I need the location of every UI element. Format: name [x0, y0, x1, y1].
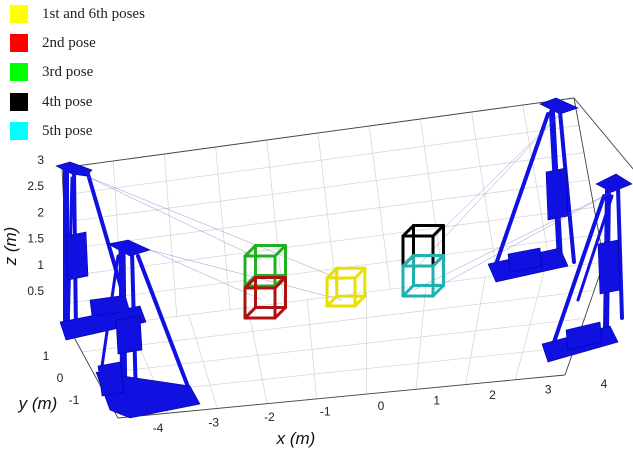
y-tick-label: 1: [43, 349, 50, 363]
z-tick-label: 2: [37, 205, 44, 219]
z-tick-label: 2.5: [27, 179, 44, 193]
x-tick-label: 2: [489, 388, 496, 402]
legend-label: 3rd pose: [42, 64, 93, 81]
z-tick-label: 1: [37, 258, 44, 272]
tower-motor: [598, 240, 620, 294]
legend-item-pose-2: 2nd pose: [10, 33, 96, 53]
legend-label: 1st and 6th poses: [42, 6, 145, 23]
legend-item-pose-4: 4th pose: [10, 92, 92, 112]
tower-motor: [546, 168, 568, 220]
z-axis-label: z (m): [1, 227, 20, 267]
legend-swatch: [10, 63, 28, 81]
legend-item-pose-5: 5th pose: [10, 121, 92, 141]
x-tick-labels: -4 -3 -2 -1 0 1 2 3 4: [153, 377, 608, 435]
x-tick-label: -2: [264, 410, 275, 424]
legend-label: 5th pose: [42, 123, 92, 140]
tower-top: [596, 174, 632, 192]
tower-motor: [116, 316, 142, 354]
x-tick-label: -1: [320, 405, 331, 419]
legend-item-pose-3: 3rd pose: [10, 62, 93, 82]
z-tick-label: 3: [37, 153, 44, 167]
grid-line: [94, 319, 585, 375]
x-tick-label: 3: [545, 383, 552, 397]
z-tick-label: 1.5: [27, 232, 44, 246]
x-tick-label: 0: [378, 399, 385, 413]
tower-motor: [66, 232, 88, 280]
legend-label: 2nd pose: [42, 35, 96, 52]
y-axis-label: y (m): [18, 394, 58, 413]
legend-label: 4th pose: [42, 94, 92, 111]
legend-swatch: [10, 122, 28, 140]
legend-swatch: [10, 93, 28, 111]
y-tick-label: -1: [69, 393, 80, 407]
y-tick-label: 0: [57, 371, 64, 385]
tower-motor: [98, 362, 124, 396]
z-tick-label: 0.5: [27, 284, 44, 298]
x-tick-label: 1: [433, 394, 440, 408]
x-axis-label: x (m): [276, 429, 316, 448]
legend-swatch: [10, 34, 28, 52]
x-tick-label: 4: [601, 377, 608, 391]
x-tick-label: -3: [208, 416, 219, 430]
legend-swatch: [10, 5, 28, 23]
z-tick-labels: 3 2.5 2 1.5 1 0.5: [27, 153, 44, 298]
x-tick-label: -4: [153, 421, 164, 435]
legend-item-pose-1-6: 1st and 6th poses: [10, 4, 145, 24]
